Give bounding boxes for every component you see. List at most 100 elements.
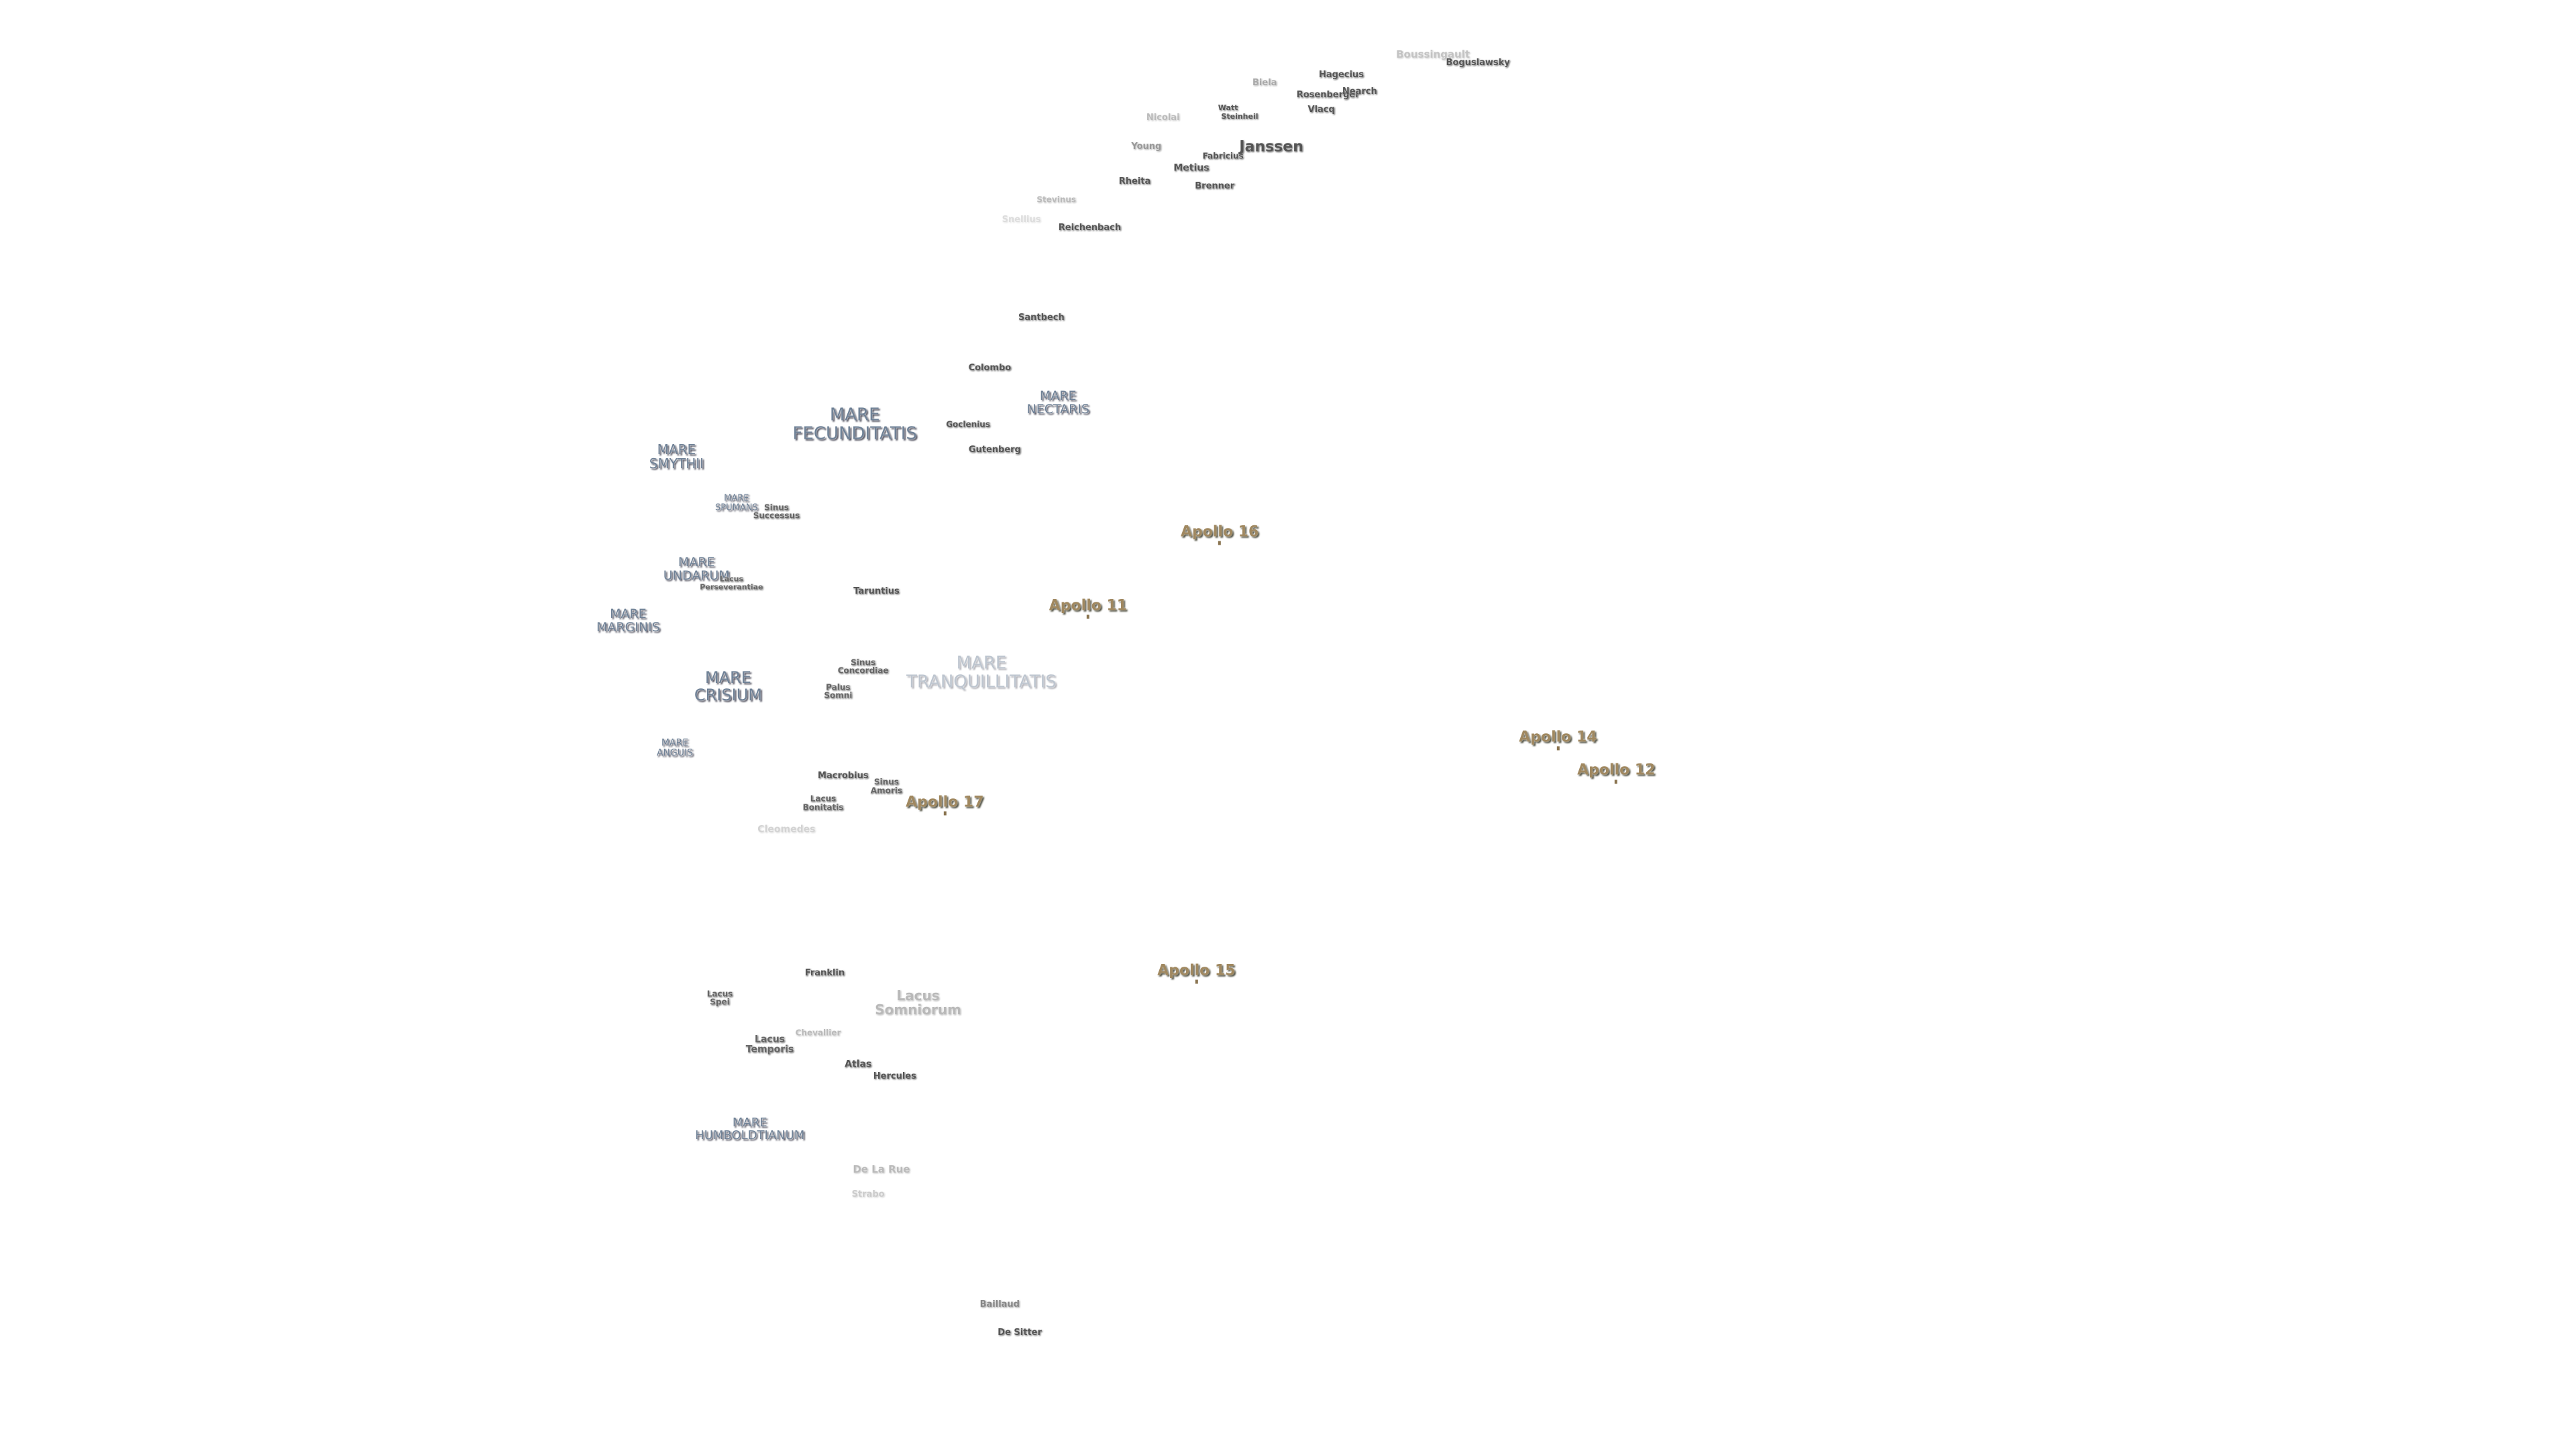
mare-label-line: NECTARIS: [1026, 402, 1089, 417]
crater-label: Macrobius: [818, 771, 869, 782]
crater-name: De La Rue: [853, 1163, 910, 1175]
crater-label: Watt: [1218, 105, 1238, 113]
crater-name: Young: [1131, 141, 1162, 152]
apollo-name: Apollo 16: [1180, 523, 1259, 541]
mare-label-line: ANGUIS: [656, 747, 694, 759]
lake-label-line: Perseverantiae: [700, 582, 763, 592]
mare-label-line: MARE: [732, 1116, 767, 1130]
crater-name: Hagecius: [1319, 69, 1364, 80]
mare-label-line: HUMBOLDTIANUM: [695, 1128, 805, 1143]
lake-label-line: Sinus: [763, 502, 789, 512]
crater-label: Rosenberger: [1297, 91, 1360, 100]
crater-label: Reichenbach: [1059, 223, 1121, 233]
apollo-site: Apollo 15: [1157, 962, 1236, 984]
crater-name: Cleomedes: [757, 824, 816, 835]
crater-name: Chevallier: [795, 1028, 841, 1038]
site-marker: [1615, 780, 1618, 784]
mare-label-line: MARGINIS: [596, 620, 660, 635]
crater-label: Boussingault: [1396, 48, 1470, 61]
crater-name: Watt: [1218, 103, 1238, 113]
lake-label-line: Temporis: [745, 1044, 794, 1055]
mare-label: MARE FECUNDITATIS: [792, 405, 917, 444]
crater-label: Chevallier: [796, 1029, 841, 1038]
crater-name: Stevinus: [1036, 195, 1077, 205]
crater-label: Nicolai: [1146, 113, 1180, 123]
lake-label-line: Somniorum: [875, 1002, 961, 1018]
apollo-name: Apollo 12: [1577, 761, 1656, 779]
crater-label: Vlacq: [1308, 105, 1335, 115]
apollo-site: Apollo 17: [906, 794, 984, 816]
lake-label-line: Bonitatis: [802, 802, 844, 812]
crater-label: Goclenius: [946, 421, 990, 429]
lake-label-line: Lacus: [755, 1034, 785, 1045]
mare-label-line: FECUNDITATIS: [792, 423, 917, 444]
apollo-name: Apollo 11: [1049, 597, 1128, 614]
mare-label-line: CRISIUM: [694, 685, 762, 704]
crater-label: Steinheil: [1221, 113, 1258, 121]
lake-label: Lacus Bonitatis: [803, 795, 844, 812]
crater-label: Hagecius: [1319, 70, 1364, 80]
crater-name: Franklin: [804, 967, 845, 978]
crater-label: Strabo: [852, 1190, 885, 1199]
crater-name: Steinheil: [1221, 112, 1258, 121]
crater-label: Brenner: [1195, 182, 1234, 191]
crater-name: Metius: [1173, 162, 1210, 174]
crater-name: Snellius: [1002, 215, 1041, 225]
crater-name: Vlacq: [1307, 105, 1335, 115]
mare-label-line: MARE: [657, 441, 696, 458]
mare-label: MARE ANGUIS: [656, 737, 694, 759]
lake-label-line: Lacus: [896, 987, 940, 1004]
apollo-name: Apollo 15: [1157, 962, 1236, 979]
mare-label: MARE UNDARUM: [663, 556, 730, 584]
crater-label: Hercules: [873, 1072, 916, 1081]
lake-label-line: Somni: [824, 690, 853, 700]
crater-name: Hercules: [873, 1071, 916, 1081]
mare-label: MARE SMYTHII: [649, 441, 704, 471]
crater-label: Metius: [1173, 162, 1210, 174]
crater-name: Boussingault: [1396, 48, 1470, 61]
lake-label: Sinus Successus: [753, 503, 800, 520]
crater-name: Strabo: [851, 1189, 885, 1200]
lake-label: Palus Somni: [824, 683, 852, 700]
mare-label: MARE HUMBOLDTIANUM: [695, 1116, 805, 1143]
crater-name: Fabricius: [1202, 152, 1244, 162]
crater-label: Snellius: [1002, 215, 1041, 225]
apollo-site: Apollo 14: [1519, 729, 1597, 751]
mare-label-line: MARE: [724, 493, 749, 504]
crater-label: Taruntius: [853, 587, 900, 596]
apollo-site: Apollo 16: [1181, 525, 1258, 545]
crater-name: Rosenberger: [1296, 89, 1360, 100]
crater-label: Young: [1131, 142, 1161, 152]
crater-label: Colombo: [969, 364, 1012, 373]
crater-label: Boguslawsky: [1446, 58, 1510, 68]
crater-label: De Sitter: [998, 1328, 1042, 1338]
lake-label-line: Successus: [753, 511, 800, 521]
lake-label-line: Concordiae: [837, 665, 889, 676]
site-marker: [1086, 614, 1089, 619]
apollo-name: Apollo 17: [906, 794, 984, 811]
mare-label-line: MARE: [610, 606, 647, 622]
crater-name: Rheita: [1118, 176, 1151, 186]
crater-name: Colombo: [968, 363, 1012, 374]
mare-label-line: MARE: [661, 737, 689, 749]
apollo-site: Apollo 12: [1577, 763, 1655, 784]
mare-label-line: MARE: [1039, 388, 1077, 404]
crater-label: Gutenberg: [969, 445, 1021, 455]
crater-label: Rheita: [1119, 177, 1151, 186]
lake-label-line: Lacus: [810, 794, 837, 804]
lake-label: Lacus Perseverantiae: [700, 576, 763, 591]
mare-label-line: MARE: [956, 653, 1007, 674]
lake-label-line: Palus: [826, 682, 851, 692]
crater-name: Reichenbach: [1058, 223, 1122, 233]
crater-label: Janssen: [1239, 139, 1303, 154]
site-marker: [1218, 541, 1222, 545]
mare-label-line: MARE: [829, 405, 880, 426]
mare-label-line: SPUMANS: [714, 502, 758, 513]
mare-label: MARE NECTARIS: [1026, 388, 1089, 417]
mare-label: MARE MARGINIS: [596, 608, 660, 635]
crater-name: Biela: [1252, 78, 1277, 89]
crater-label: Cleomedes: [757, 824, 816, 835]
crater-label: De La Rue: [853, 1163, 910, 1175]
lake-label: Lacus Spei: [707, 989, 733, 1006]
